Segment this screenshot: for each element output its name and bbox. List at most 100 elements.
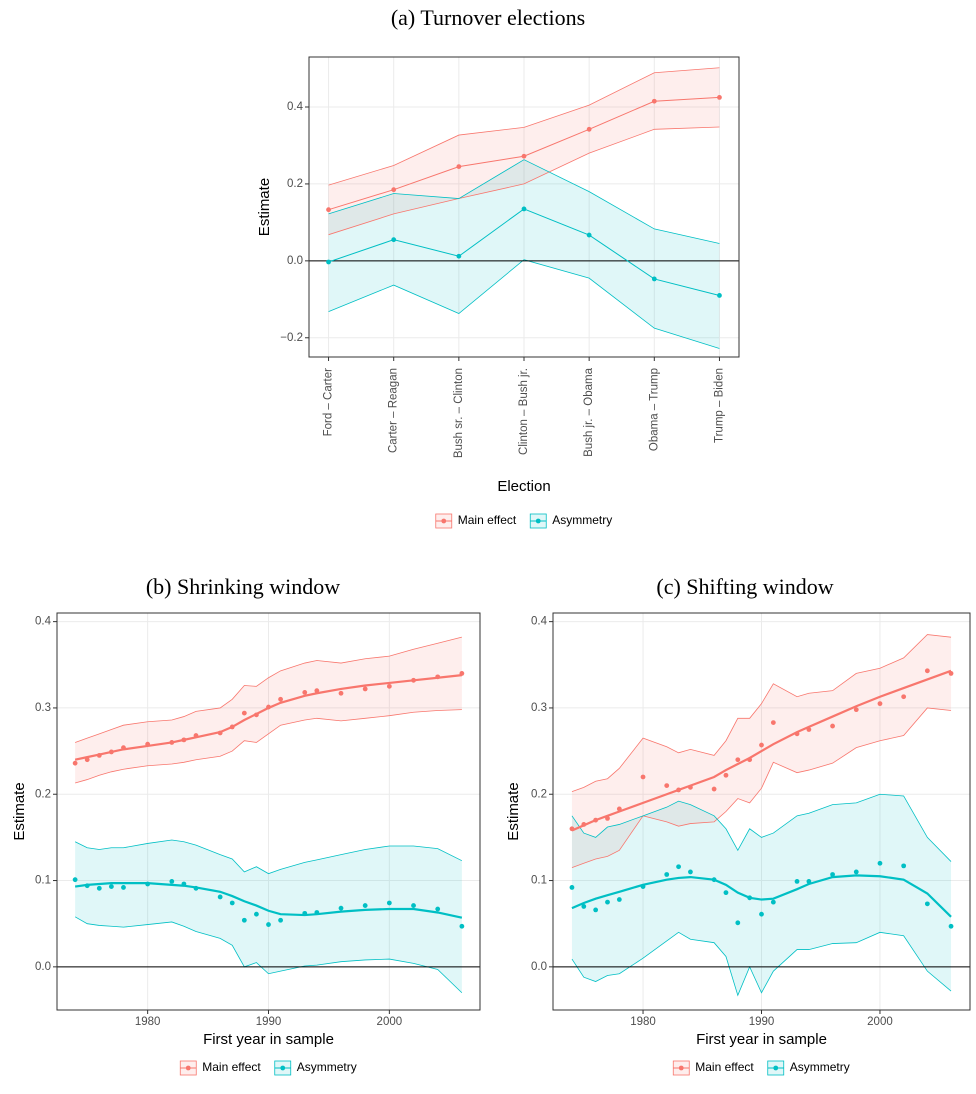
- legend-item: Main effect: [435, 513, 517, 529]
- point: [924, 668, 930, 674]
- smooth-line: [571, 874, 952, 918]
- point: [521, 206, 527, 212]
- x-tick-label: 2000: [867, 1016, 893, 1028]
- point: [314, 688, 320, 694]
- legend: Main effect Asymmetry: [435, 513, 612, 529]
- point: [302, 690, 308, 695]
- legend-key-point: [535, 518, 541, 524]
- point: [806, 727, 812, 732]
- point: [717, 94, 722, 100]
- point: [338, 905, 344, 911]
- point: [254, 712, 259, 718]
- point: [901, 694, 907, 700]
- x-axis-title: First year in sample: [203, 1031, 334, 1048]
- legend-label: Main effect: [202, 1060, 261, 1074]
- band-edge: [571, 931, 952, 997]
- point: [735, 920, 741, 926]
- x-tick-label: 1990: [749, 1016, 775, 1028]
- point: [72, 760, 78, 766]
- point: [605, 899, 610, 905]
- point: [386, 683, 392, 689]
- point: [586, 232, 592, 238]
- point: [581, 904, 587, 909]
- point: [664, 872, 670, 877]
- legend-key-point: [280, 1065, 286, 1071]
- point: [169, 740, 175, 745]
- smooth-line: [571, 669, 952, 832]
- point: [314, 910, 320, 915]
- legend-item: Asymmetry: [274, 1060, 357, 1076]
- legend: Main effect Asymmetry: [179, 1060, 357, 1076]
- point: [391, 237, 397, 243]
- point: [581, 822, 587, 827]
- point: [108, 884, 114, 889]
- point: [688, 784, 693, 790]
- legend-key-point: [185, 1065, 191, 1071]
- point: [241, 710, 247, 716]
- point: [676, 864, 681, 870]
- point: [711, 877, 717, 883]
- point: [411, 903, 416, 908]
- confidence-band: [328, 159, 720, 349]
- point: [84, 883, 90, 889]
- band-edge: [328, 159, 720, 244]
- y-tick-label: 0.2: [35, 788, 51, 800]
- point: [456, 164, 462, 170]
- confidence-band: [328, 67, 720, 235]
- point: [759, 742, 764, 748]
- point: [362, 686, 368, 692]
- legend-key-point: [678, 1065, 684, 1071]
- point: [717, 293, 722, 298]
- legend-label: Main effect: [695, 1060, 754, 1074]
- band-edge: [74, 636, 462, 743]
- point: [145, 881, 151, 887]
- point: [747, 757, 753, 763]
- point: [121, 745, 126, 751]
- x-tick-label: Obama – Trump: [648, 368, 660, 451]
- legend-label: Asymmetry: [552, 513, 612, 527]
- x-tick-label: 1990: [256, 1016, 282, 1028]
- point: [651, 98, 657, 104]
- point: [877, 860, 883, 866]
- x-tick-label: 1980: [630, 1016, 656, 1028]
- point: [770, 720, 776, 726]
- x-tick-label: 2000: [377, 1016, 403, 1028]
- band-edge: [328, 259, 720, 349]
- point: [72, 877, 78, 883]
- point: [853, 707, 859, 713]
- point: [569, 826, 575, 832]
- point: [391, 187, 397, 193]
- y-axis-title: Estimate: [11, 782, 28, 840]
- y-tick-label: 0.1: [35, 875, 51, 887]
- x-axis-title: Election: [497, 478, 550, 495]
- point: [593, 817, 599, 823]
- point: [338, 690, 344, 696]
- band-edge: [75, 709, 462, 784]
- point: [96, 885, 102, 891]
- y-tick-label: 0.0: [531, 961, 547, 973]
- point: [901, 863, 907, 869]
- point: [326, 259, 331, 265]
- point: [84, 757, 90, 763]
- chart-title: (c) Shifting window: [656, 574, 833, 599]
- point: [169, 879, 175, 884]
- legend-item: Asymmetry: [529, 513, 612, 529]
- point: [241, 917, 247, 923]
- point: [924, 901, 930, 907]
- point: [688, 869, 693, 875]
- point: [664, 783, 670, 789]
- point: [459, 671, 465, 676]
- point: [759, 911, 764, 917]
- point: [435, 674, 441, 680]
- x-tick-label: Bush sr. – Clinton: [453, 368, 465, 458]
- x-tick-label: 1980: [135, 1016, 161, 1028]
- band-edge: [328, 126, 720, 236]
- x-tick-label: Clinton – Bush jr.: [518, 368, 530, 455]
- x-axis-title: First year in sample: [696, 1031, 827, 1048]
- band-edge: [571, 793, 952, 862]
- point: [266, 922, 271, 927]
- point: [853, 869, 859, 875]
- point: [877, 701, 883, 707]
- point: [278, 917, 283, 923]
